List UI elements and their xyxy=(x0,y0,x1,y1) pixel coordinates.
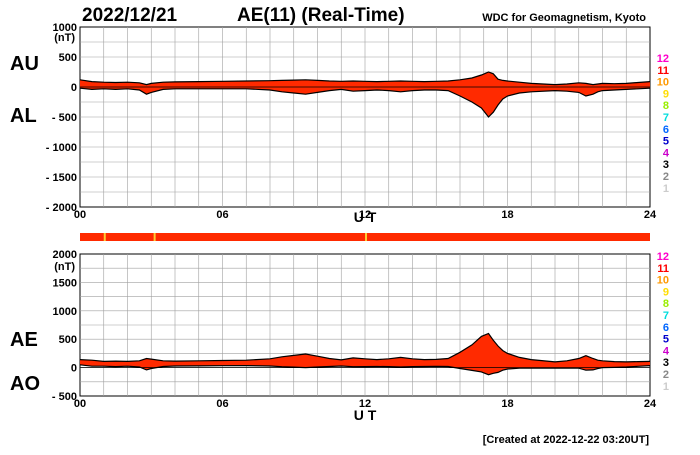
station-legend-item: 4 xyxy=(663,147,670,159)
au-al-filled-area xyxy=(80,72,650,117)
created-timestamp: [Created at 2022-12-22 03:20UT] xyxy=(483,434,650,446)
station-legend-item: 5 xyxy=(663,136,669,148)
ae-ao-y-tick-label: 0 xyxy=(71,363,77,375)
au-al-y-tick-label: 0 xyxy=(71,82,77,94)
plot-title: AE(11) (Real-Time) xyxy=(237,5,405,26)
au-al-y-tick-label: 1000 xyxy=(53,22,77,34)
station-legend-item: 12 xyxy=(657,53,669,65)
station-bar-mark xyxy=(103,233,106,241)
ae-ao-x-tick-label: 12 xyxy=(359,398,371,410)
au-al-xlabel: U T xyxy=(354,209,377,225)
station-legend-item: 1 xyxy=(663,381,669,393)
station-legend-item: 11 xyxy=(657,65,669,77)
au-al-grid xyxy=(80,27,650,207)
au-al-unit: (nT) xyxy=(54,32,75,44)
data-source: WDC for Geomagnetism, Kyoto xyxy=(482,12,646,24)
au-al-y-tick-label: - 500 xyxy=(52,112,77,124)
station-legend-item: 9 xyxy=(663,286,669,298)
au-al-x-tick-label: 24 xyxy=(644,209,657,221)
ae-ao-unit: (nT) xyxy=(54,261,75,273)
au-al-x-tick-label: 12 xyxy=(359,209,371,221)
ae-ao-y-tick-label: - 500 xyxy=(52,391,77,403)
station-legend-item: 3 xyxy=(663,357,669,369)
au-line xyxy=(79,71,651,86)
station-legend-item: 1 xyxy=(663,183,669,195)
ae-ao-x-ticks: 00 06 12 18 24 xyxy=(74,398,657,410)
ao-line xyxy=(79,364,651,376)
au-al-y-tick-label: - 1500 xyxy=(46,172,77,184)
au-label: AU xyxy=(10,53,39,75)
ae-ao-x-tick-label: 00 xyxy=(74,398,86,410)
station-legend-item: 7 xyxy=(663,310,669,322)
ae-ao-filled-area xyxy=(80,333,650,375)
station-legend-item: 5 xyxy=(663,334,669,346)
au-al-y-tick-label: - 1000 xyxy=(46,142,77,154)
au-al-y-tick-label: 500 xyxy=(59,52,77,64)
ae-ao-y-tick-label: 2000 xyxy=(53,249,77,261)
station-legend-item: 3 xyxy=(663,159,669,171)
al-line xyxy=(79,87,651,118)
station-legend-item: 2 xyxy=(663,171,669,183)
au-al-y-ticks: 1000 500 0 - 500 - 1000 - 1500 - 2000 xyxy=(46,22,77,214)
station-legend-item: 7 xyxy=(663,112,669,124)
station-legend-item: 10 xyxy=(657,275,669,287)
ae-ao-y-ticks: 2000 1500 1000 500 0 - 500 xyxy=(52,249,77,403)
ae-label: AE xyxy=(10,329,38,351)
station-legend-item: 4 xyxy=(663,345,670,357)
station-legend-item: 12 xyxy=(657,251,669,263)
station-bar-mark xyxy=(365,233,367,241)
ae-ao-xlabel: U T xyxy=(354,407,377,423)
ae-ao-x-tick-label: 24 xyxy=(644,398,657,410)
au-al-y-tick-label: - 2000 xyxy=(46,202,77,214)
ae-ao-y-tick-label: 500 xyxy=(59,334,77,346)
station-bar-marks xyxy=(103,233,367,241)
ae-ao-y-tick-label: 1000 xyxy=(53,306,77,318)
station-bar-mark xyxy=(153,233,156,241)
ae-ao-x-tick-label: 06 xyxy=(216,398,228,410)
plot-date: 2022/12/21 xyxy=(82,5,178,26)
al-label: AL xyxy=(10,105,37,127)
ae-ao-y-tick-label: 1500 xyxy=(53,277,77,289)
station-legend-item: 9 xyxy=(663,88,669,100)
ae-ao-area xyxy=(79,332,651,376)
station-legend-item: 6 xyxy=(663,124,669,136)
au-al-x-tick-label: 18 xyxy=(501,209,513,221)
ae-ao-x-tick-label: 18 xyxy=(501,398,513,410)
ao-label: AO xyxy=(10,373,40,395)
au-al-x-ticks: 00 06 12 18 24 xyxy=(74,209,657,221)
station-legend-item: 8 xyxy=(663,100,669,112)
station-legend-item: 10 xyxy=(657,77,669,89)
ae-line xyxy=(79,332,651,363)
station-legend-item: 11 xyxy=(657,263,669,275)
station-legend-item: 8 xyxy=(663,298,669,310)
station-legend-item: 2 xyxy=(663,369,669,381)
au-al-x-tick-label: 06 xyxy=(216,209,228,221)
station-legend-item: 6 xyxy=(663,322,669,334)
au-al-x-tick-label: 00 xyxy=(74,209,86,221)
au-al-area xyxy=(79,71,651,118)
